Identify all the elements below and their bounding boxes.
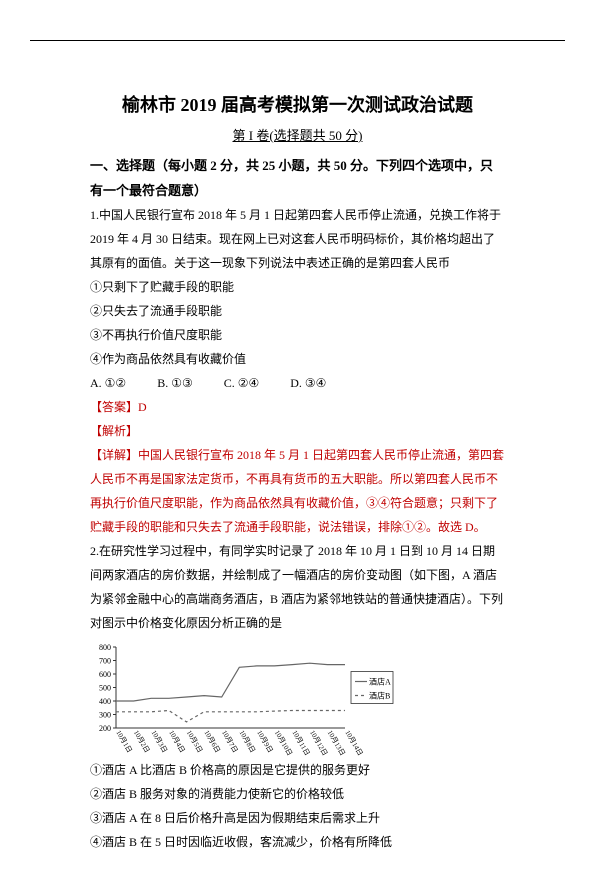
q1-choices: A. ①② B. ①③ C. ②④ D. ③④ — [90, 371, 505, 395]
q1-choice-d: D. ③④ — [290, 376, 326, 390]
page-title: 榆林市 2019 届高考模拟第一次测试政治试题 — [90, 91, 505, 117]
svg-text:700: 700 — [99, 657, 111, 666]
svg-text:200: 200 — [99, 724, 111, 733]
q1-choice-a: A. ①② — [90, 376, 126, 390]
q1-stem: 1.中国人民银行宣布 2018 年 5 月 1 日起第四套人民币停止流通，兑换工… — [90, 203, 505, 275]
q1-analysis: 【详解】中国人民银行宣布 2018 年 5 月 1 日起第四套人民币停止流通，第… — [90, 443, 505, 539]
q1-choice-c: C. ②④ — [224, 376, 260, 390]
svg-text:400: 400 — [99, 697, 111, 706]
svg-text:酒店A: 酒店A — [369, 677, 391, 687]
q2-stem: 2.在研究性学习过程中，有同学实时记录了 2018 年 10 月 1 日到 10… — [90, 539, 505, 635]
q1-answer: 【答案】D — [90, 395, 505, 419]
svg-text:300: 300 — [99, 711, 111, 720]
price-chart: 20030040050060070080010月1日10月2日10月3日10月4… — [90, 641, 505, 756]
svg-text:600: 600 — [99, 670, 111, 679]
q1-opt-4: ④作为商品依然具有收藏价值 — [90, 347, 505, 371]
q1-opt-1: ①只剩下了贮藏手段的职能 — [90, 275, 505, 299]
q1-opt-2: ②只失去了流通手段职能 — [90, 299, 505, 323]
page-subtitle: 第 I 卷(选择题共 50 分) — [90, 125, 505, 144]
q2-opt-3: ③酒店 A 在 8 日后价格升高是因为假期结束后需求上升 — [90, 806, 505, 830]
svg-text:酒店B: 酒店B — [369, 691, 390, 701]
q1-choice-b: B. ①③ — [157, 376, 193, 390]
q2-opt-4: ④酒店 B 在 5 日时因临近收假，客流减少，价格有所降低 — [90, 830, 505, 854]
svg-text:800: 800 — [99, 643, 111, 652]
q1-opt-3: ③不再执行价值尺度职能 — [90, 323, 505, 347]
price-chart-svg: 20030040050060070080010月1日10月2日10月3日10月4… — [90, 641, 400, 756]
q1-analysis-label: 【解析】 — [90, 419, 505, 443]
q2-opt-1: ①酒店 A 比酒店 B 价格高的原因是它提供的服务更好 — [90, 758, 505, 782]
svg-text:500: 500 — [99, 684, 111, 693]
section-header: 一、选择题（每小题 2 分，共 25 小题，共 50 分。下列四个选项中，只有一… — [90, 154, 505, 203]
q2-opt-2: ②酒店 B 服务对象的消费能力使新它的价格较低 — [90, 782, 505, 806]
